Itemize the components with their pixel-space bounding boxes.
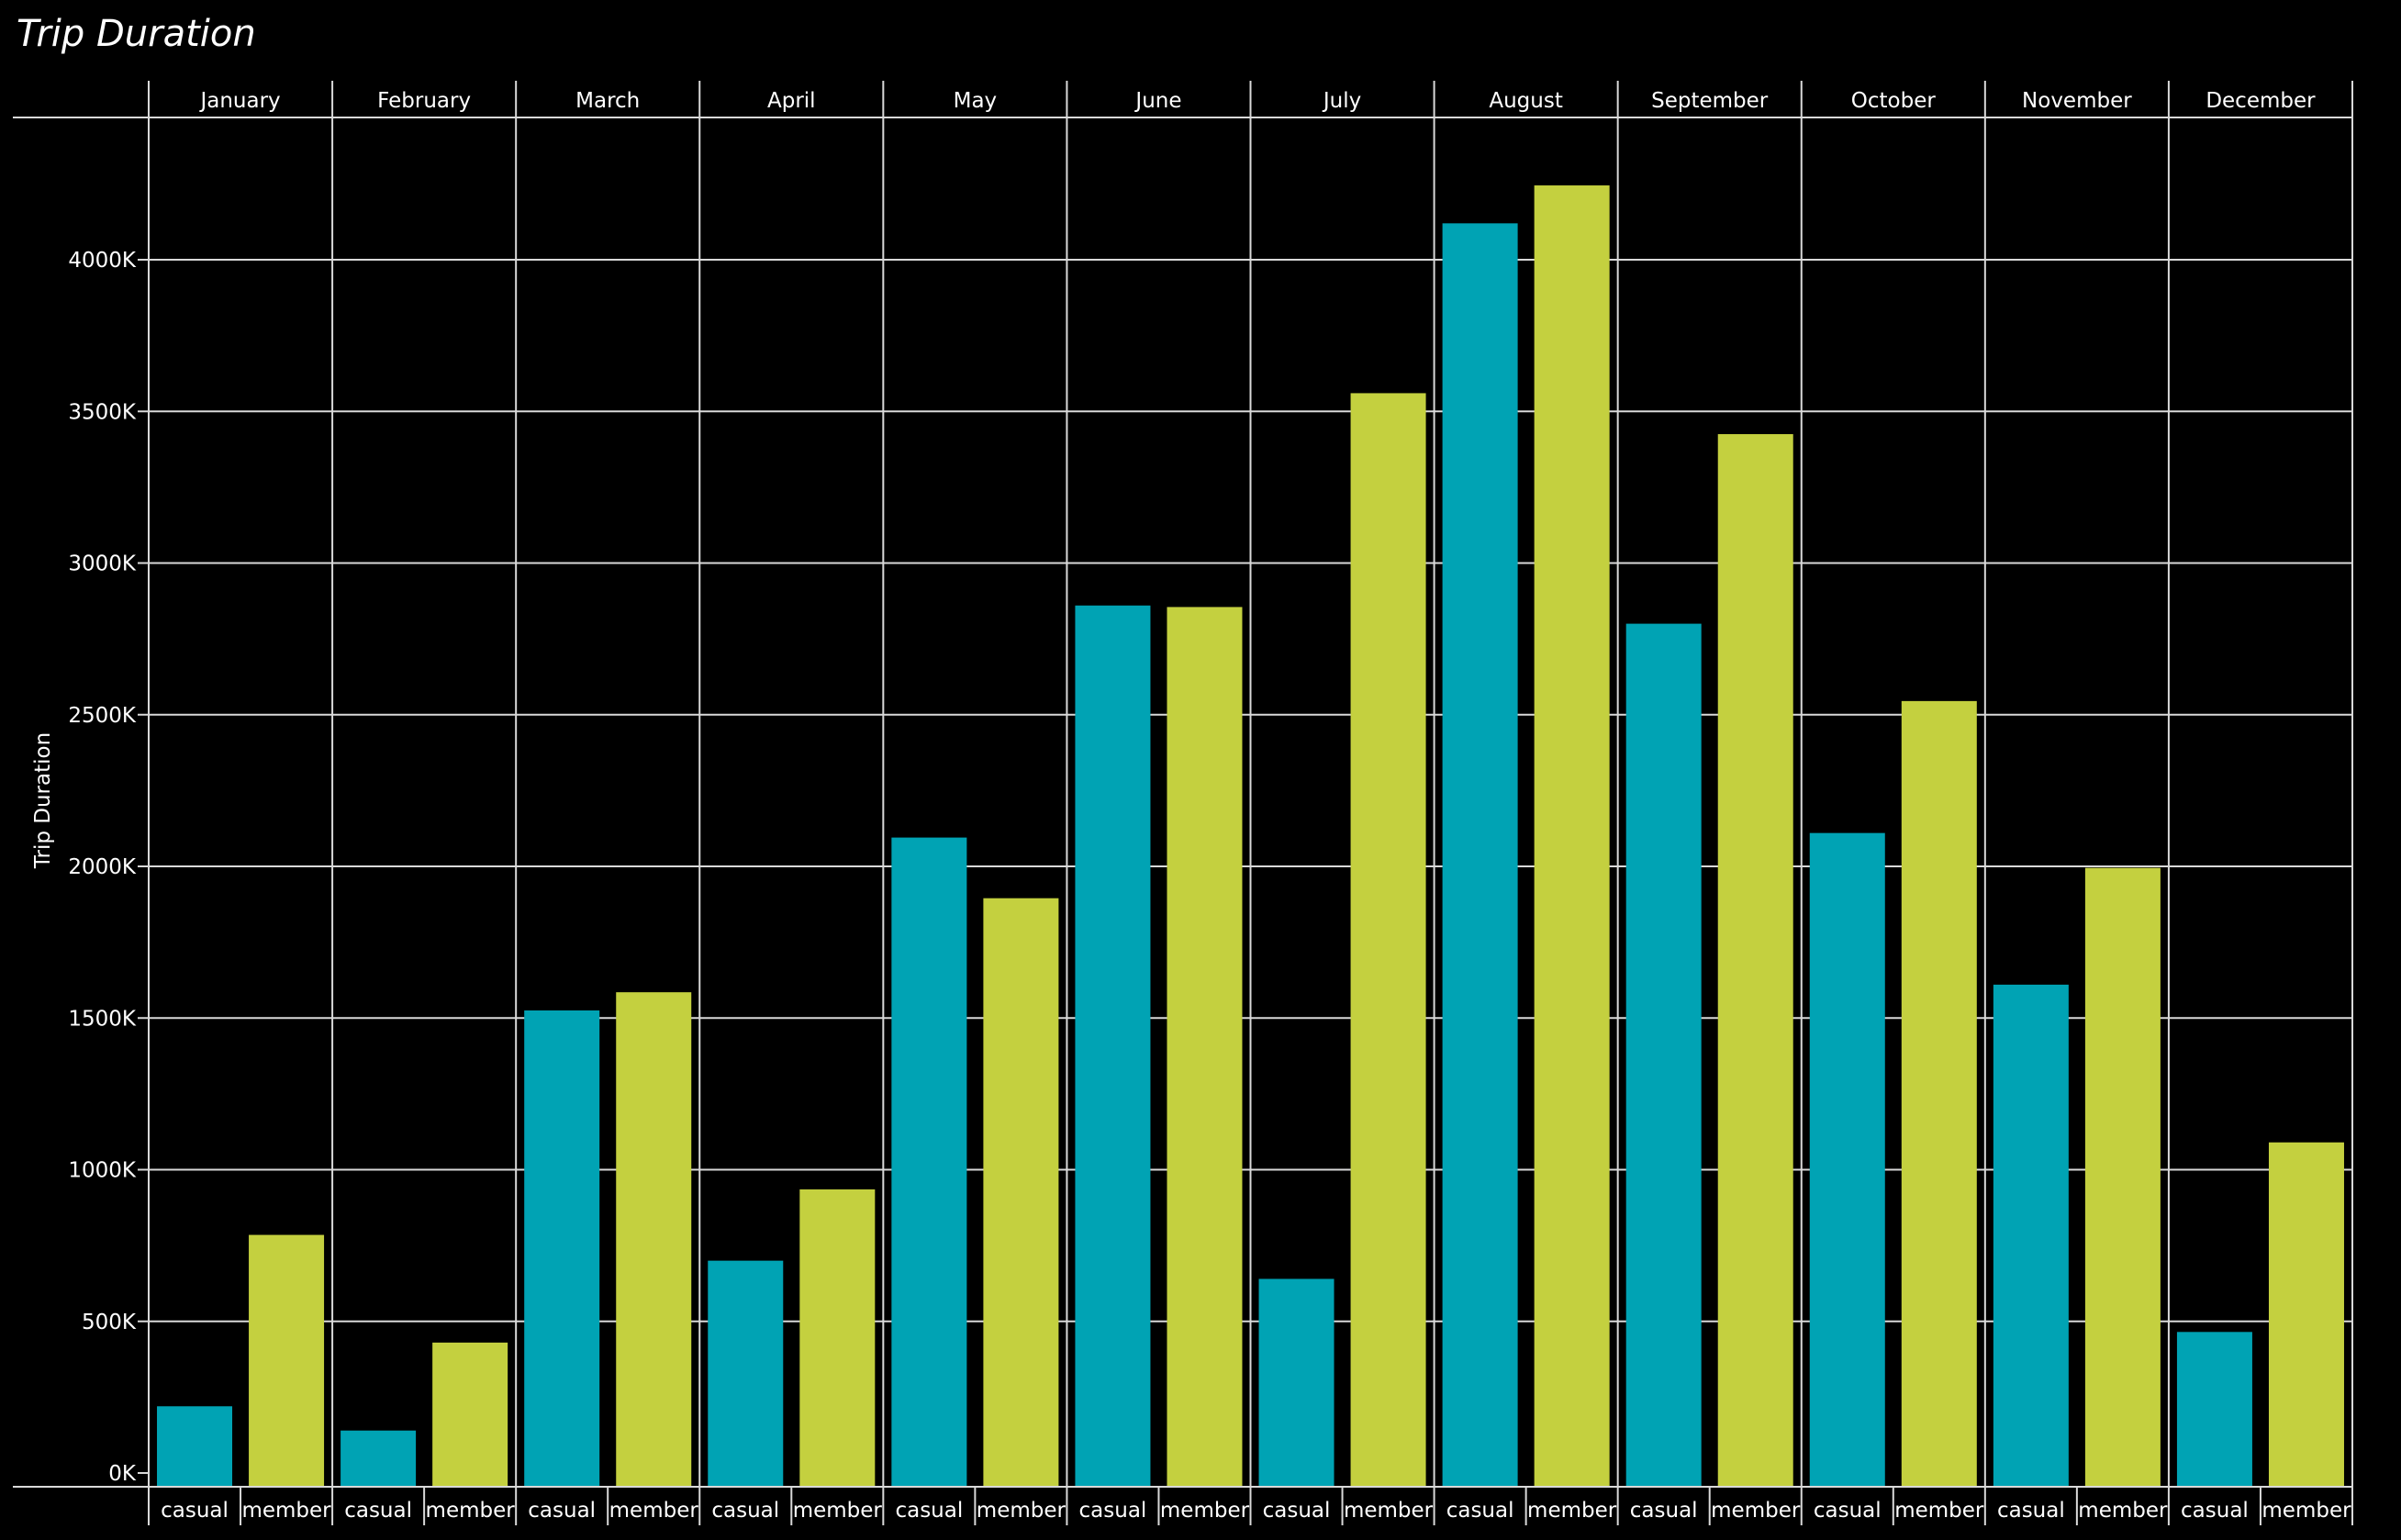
x-sub-label-casual: casual [344, 1499, 412, 1523]
y-tick-label: 1500K [68, 1007, 137, 1031]
bar-august-casual [1442, 223, 1518, 1488]
x-sub-label-member: member [241, 1499, 331, 1523]
month-header-august: August [1489, 89, 1563, 113]
bar-august-member [1534, 185, 1610, 1488]
month-header-may: May [954, 89, 998, 113]
x-sub-label-casual: casual [1630, 1499, 1698, 1523]
chart-title: Trip Duration [17, 13, 256, 55]
x-sub-label-member: member [1344, 1499, 1434, 1523]
bar-june-member [1167, 607, 1243, 1487]
bar-september-casual [1625, 623, 1702, 1487]
bar-january-casual [157, 1406, 233, 1487]
x-sub-label-member: member [609, 1499, 699, 1523]
y-tick-label: 0K [108, 1462, 137, 1486]
month-header-february: February [377, 89, 471, 113]
x-sub-label-casual: casual [161, 1499, 229, 1523]
bar-july-casual [1258, 1278, 1335, 1487]
bar-april-casual [708, 1260, 784, 1487]
y-tick-label: 3500K [68, 400, 137, 424]
bar-february-casual [341, 1430, 417, 1487]
month-header-october: October [1851, 89, 1937, 113]
bar-april-member [799, 1188, 876, 1487]
bar-may-member [983, 898, 1059, 1487]
x-sub-label-casual: casual [1446, 1499, 1514, 1523]
month-header-june: June [1133, 89, 1181, 113]
x-sub-label-casual: casual [1079, 1499, 1147, 1523]
x-sub-label-member: member [977, 1499, 1066, 1523]
bar-january-member [249, 1234, 325, 1487]
y-tick-label: 3000K [68, 552, 137, 576]
bar-may-casual [891, 837, 967, 1487]
x-sub-label-member: member [1527, 1499, 1617, 1523]
bar-march-casual [524, 1010, 600, 1487]
bar-october-member [1901, 700, 1977, 1487]
x-sub-label-casual: casual [1263, 1499, 1331, 1523]
y-axis-label: Trip Duration [31, 732, 55, 869]
bar-july-member [1350, 393, 1426, 1487]
x-sub-label-casual: casual [711, 1499, 779, 1523]
month-header-december: December [2206, 89, 2316, 113]
x-sub-label-member: member [2261, 1499, 2351, 1523]
month-header-april: April [767, 89, 816, 113]
bar-october-casual [1809, 832, 1885, 1487]
x-sub-label-casual: casual [2181, 1499, 2249, 1523]
bar-september-member [1717, 434, 1793, 1488]
month-header-november: November [2022, 89, 2132, 113]
bars-layer [157, 185, 2344, 1488]
bar-november-member [2084, 867, 2161, 1487]
bar-june-casual [1075, 605, 1151, 1487]
bar-november-casual [1993, 984, 2069, 1487]
y-tick-label: 2500K [68, 704, 137, 728]
x-sub-label-casual: casual [895, 1499, 963, 1523]
y-tick-label: 4000K [68, 249, 137, 273]
x-sub-label-casual: casual [1814, 1499, 1882, 1523]
bar-december-casual [2176, 1332, 2252, 1487]
month-header-july: July [1322, 89, 1361, 113]
month-header-september: September [1651, 89, 1769, 113]
x-sub-label-member: member [426, 1499, 516, 1523]
y-tick-label: 500K [82, 1311, 137, 1334]
x-sub-label-member: member [1160, 1499, 1250, 1523]
x-sub-label-member: member [2078, 1499, 2168, 1523]
frame-layer [13, 81, 2353, 1525]
bar-march-member [616, 992, 692, 1487]
bar-february-member [432, 1342, 508, 1487]
labels-layer: 0K 500K 1000K 1500K 2000K 2500K 3000K 3500K 4000… [68, 89, 2351, 1523]
x-sub-label-member: member [793, 1499, 883, 1523]
x-sub-label-casual: casual [1997, 1499, 2065, 1523]
month-header-march: March [575, 89, 640, 113]
bar-december-member [2268, 1142, 2344, 1487]
x-sub-label-member: member [1894, 1499, 1984, 1523]
month-header-january: January [198, 89, 280, 113]
y-tick-label: 1000K [68, 1159, 137, 1183]
y-tick-label: 2000K [68, 855, 137, 879]
x-sub-label-member: member [1711, 1499, 1801, 1523]
x-sub-label-casual: casual [528, 1499, 596, 1523]
